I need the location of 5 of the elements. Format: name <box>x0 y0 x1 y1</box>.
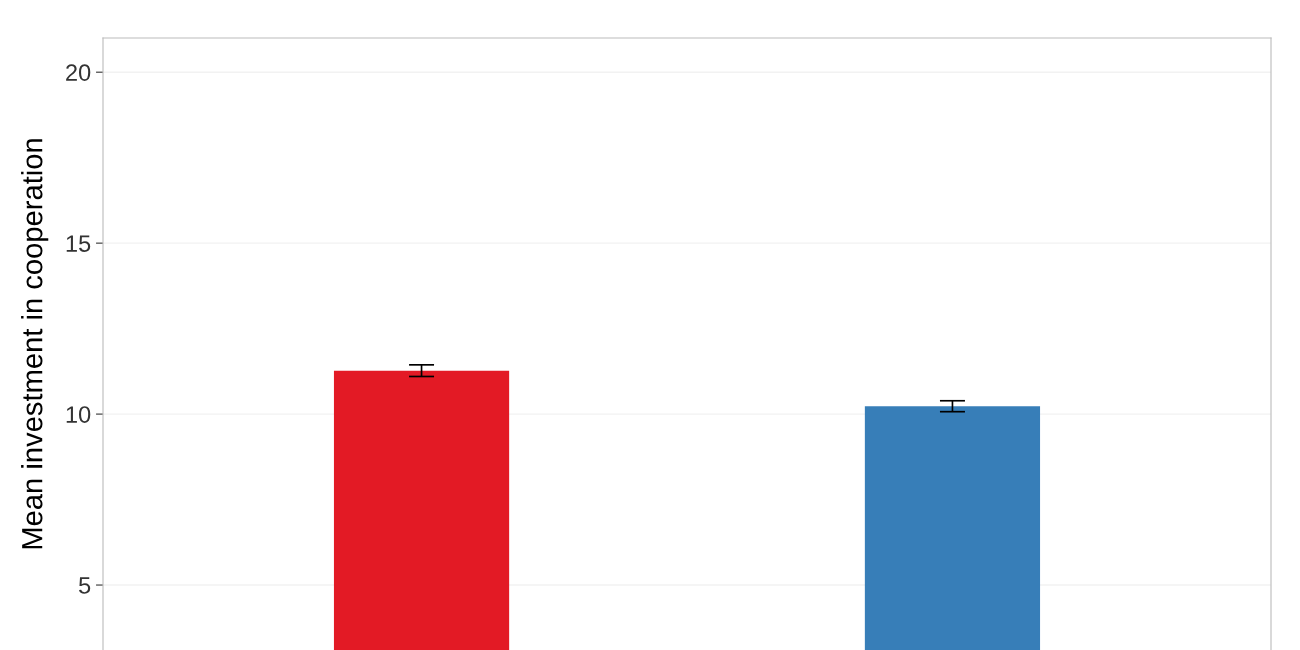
y-tick-label: 15 <box>66 235 91 252</box>
y-tick-label: 20 <box>66 64 91 81</box>
y-axis-title: Mean investment in cooperation <box>21 139 49 549</box>
y-tick-label: 10 <box>66 406 91 423</box>
y-tick-label: 5 <box>79 577 91 594</box>
